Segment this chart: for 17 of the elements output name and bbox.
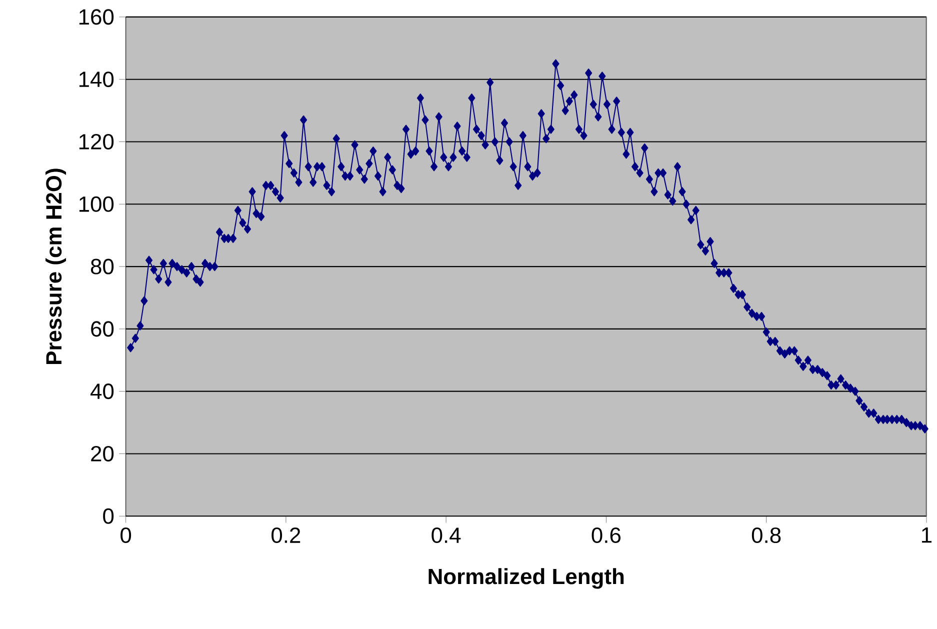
x-tick-label: 1 xyxy=(922,528,932,543)
y-tick-label: 140 xyxy=(79,72,114,88)
x-tick-label: 0 xyxy=(120,528,132,544)
y-tick-label: 120 xyxy=(79,134,114,150)
y-tick-label: 60 xyxy=(91,321,114,337)
y-tick-label: 80 xyxy=(90,258,114,274)
y-tick-label: 100 xyxy=(79,196,114,212)
y-tick-label: 20 xyxy=(91,446,114,462)
x-tick-label: 0.6 xyxy=(592,528,620,544)
x-tick-label: 0.8 xyxy=(752,528,781,544)
x-tick-label: 0.4 xyxy=(432,528,461,544)
y-tick-label: 40 xyxy=(90,384,114,400)
y-axis-title: Pressure (cm H2O) xyxy=(46,168,66,364)
x-tick-label: 0.2 xyxy=(272,528,300,544)
y-tick-label: 0 xyxy=(103,508,114,524)
y-tick-label: 160 xyxy=(79,9,114,25)
x-axis-title: Normalized Length xyxy=(428,568,624,589)
